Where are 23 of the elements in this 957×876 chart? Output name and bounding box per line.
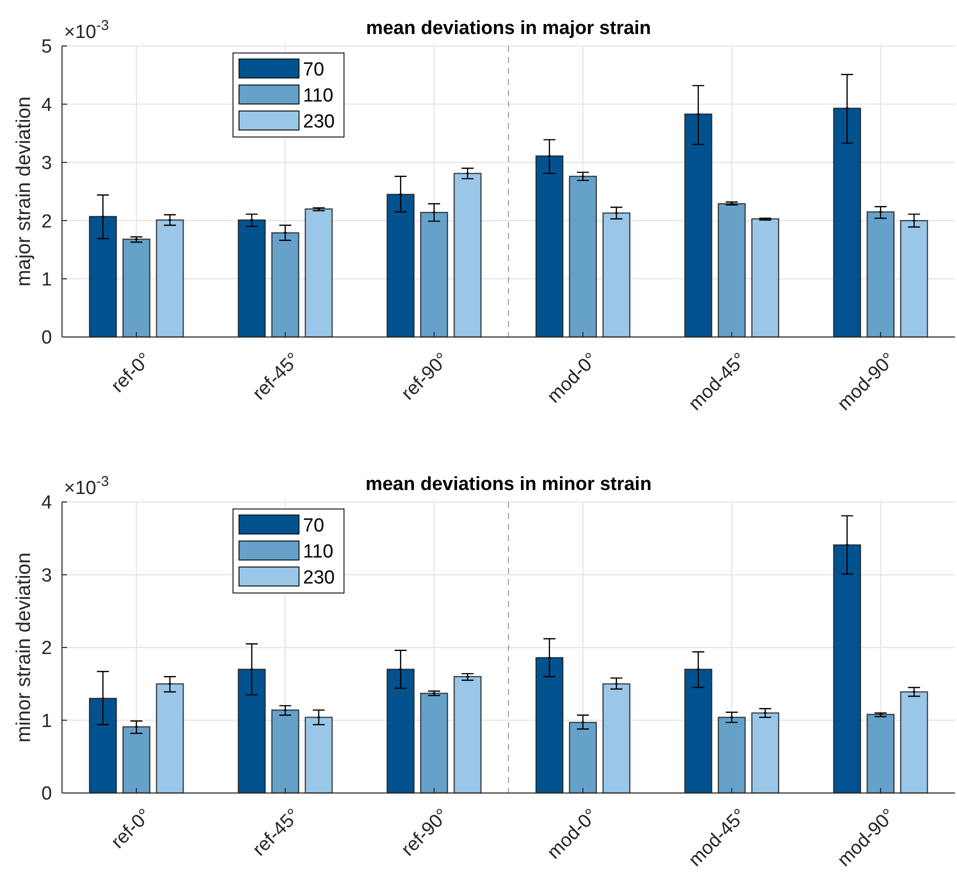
y-tick-label: 2 [41, 638, 52, 660]
legend-label: 70 [303, 516, 324, 537]
y-axis-title: major strain deviation [13, 96, 35, 287]
legend-label: 230 [303, 568, 335, 589]
y-axis-title: minor strain deviation [13, 552, 35, 743]
y-tick-label: 1 [41, 710, 52, 732]
y-tick-label: 4 [41, 94, 52, 116]
y-tick-label: 0 [41, 784, 52, 805]
legend-label: 110 [303, 86, 334, 107]
y-tick-label: 5 [41, 36, 52, 58]
legend-label: 70 [303, 60, 324, 81]
chart-title: mean deviations in minor strain [365, 474, 652, 495]
chart-title: mean deviations in major strain [366, 18, 652, 39]
y-tick-label: 4 [41, 492, 52, 514]
text: ×10$^{-3}$ [64, 474, 109, 499]
legend-label: 230 [303, 112, 335, 133]
y-tick-label: 2 [41, 211, 52, 232]
y-tick-label: 3 [41, 153, 52, 174]
text: ×10$^{-3}$ [64, 18, 109, 43]
y-tick-label: 1 [41, 269, 52, 290]
y-tick-label: 0 [41, 328, 52, 349]
legend-label: 110 [303, 542, 334, 563]
y-tick-label: 3 [41, 565, 52, 586]
